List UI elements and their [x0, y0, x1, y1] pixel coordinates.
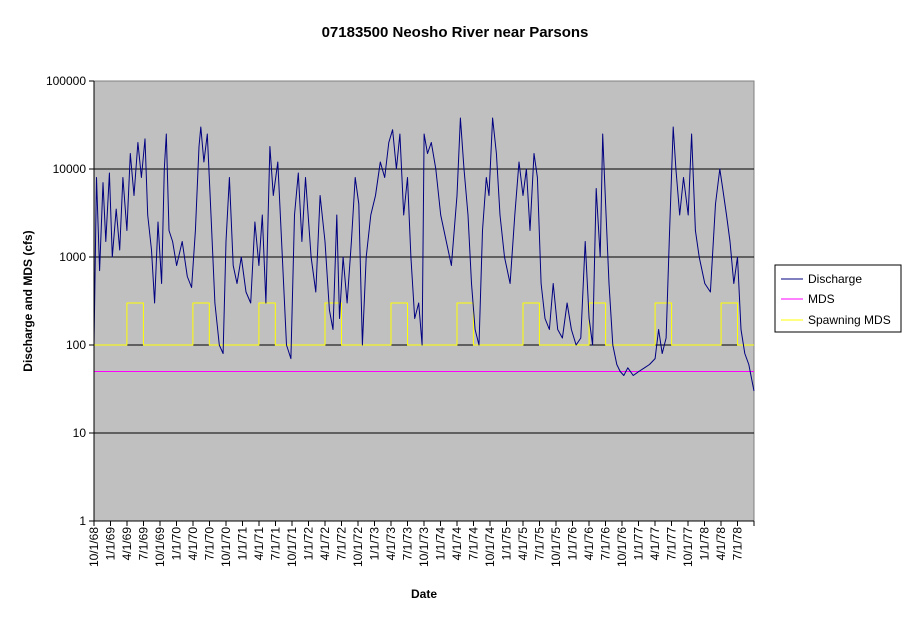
x-axis-ticks: 10/1/68 1/1/69 4/1/69 7/1/69 10/1/69 1/1/70 4/… [87, 521, 755, 567]
legend-label-mds: MDS [808, 292, 835, 306]
series-line-spawning-mds [94, 302, 754, 346]
x-tick-label: 1/1/76 [566, 527, 580, 561]
chart-title: 07183500 Neosho River near Parsons [322, 24, 589, 41]
x-tick-label: 7/1/70 [203, 527, 217, 561]
x-tick-label: 1/1/77 [632, 527, 646, 561]
x-tick-label: 4/1/77 [648, 527, 662, 561]
x-tick-label: 4/1/76 [582, 527, 596, 561]
y-axis-title: Discharge and MDS (cfs) [21, 230, 35, 371]
y-tick-label: 100000 [46, 74, 86, 88]
y-tick-label: 10000 [53, 162, 87, 176]
y-tick-label: 1 [79, 514, 86, 528]
x-tick-label: 7/1/76 [599, 527, 613, 561]
x-tick-label: 1/1/74 [434, 527, 448, 561]
x-tick-label: 10/1/72 [351, 527, 365, 567]
x-axis-title: Date [411, 587, 437, 601]
x-tick-label: 1/1/78 [698, 527, 712, 561]
x-tick-label: 1/1/71 [236, 527, 250, 561]
x-tick-label: 7/1/71 [269, 527, 283, 561]
x-tick-label: 10/1/77 [681, 527, 695, 567]
x-tick-label: 1/1/70 [170, 527, 184, 561]
x-tick-label: 10/1/68 [87, 527, 101, 567]
x-tick-label: 1/1/69 [104, 527, 118, 561]
y-axis-ticks: 1 10 100 1000 10000 100000 [46, 74, 94, 528]
x-tick-label: 4/1/70 [186, 527, 200, 561]
legend-label-discharge: Discharge [808, 272, 862, 286]
x-tick-label: 1/1/73 [368, 527, 382, 561]
x-tick-label: 10/1/71 [285, 527, 299, 567]
legend-label-spawning-mds: Spawning MDS [808, 313, 891, 327]
y-tick-label: 10 [73, 426, 87, 440]
series-line-discharge [93, 117, 755, 392]
x-tick-label: 7/1/74 [467, 527, 481, 561]
x-tick-label: 7/1/73 [401, 527, 415, 561]
x-tick-label: 4/1/75 [516, 527, 530, 561]
series-layer [93, 117, 755, 392]
x-tick-label: 7/1/77 [665, 527, 679, 561]
x-tick-label: 10/1/75 [549, 527, 563, 567]
x-tick-label: 7/1/78 [731, 527, 745, 561]
legend: Discharge MDS Spawning MDS [774, 264, 902, 333]
x-tick-label: 10/1/74 [483, 527, 497, 567]
x-tick-label: 10/1/70 [219, 527, 233, 567]
y-tick-label: 100 [66, 338, 86, 352]
x-tick-label: 4/1/72 [318, 527, 332, 561]
x-tick-label: 7/1/69 [137, 527, 151, 561]
x-tick-label: 4/1/69 [120, 527, 134, 561]
x-tick-label: 10/1/73 [417, 527, 431, 567]
x-tick-label: 10/1/69 [153, 527, 167, 567]
x-tick-label: 1/1/75 [500, 527, 514, 561]
x-tick-label: 1/1/72 [302, 527, 316, 561]
x-tick-label: 4/1/78 [714, 527, 728, 561]
x-tick-label: 7/1/72 [335, 527, 349, 561]
x-tick-label: 4/1/73 [384, 527, 398, 561]
y-tick-label: 1000 [59, 250, 86, 264]
x-tick-label: 4/1/71 [252, 527, 266, 561]
x-tick-label: 4/1/74 [450, 527, 464, 561]
x-tick-label: 10/1/76 [615, 527, 629, 567]
x-tick-label: 7/1/75 [533, 527, 547, 561]
